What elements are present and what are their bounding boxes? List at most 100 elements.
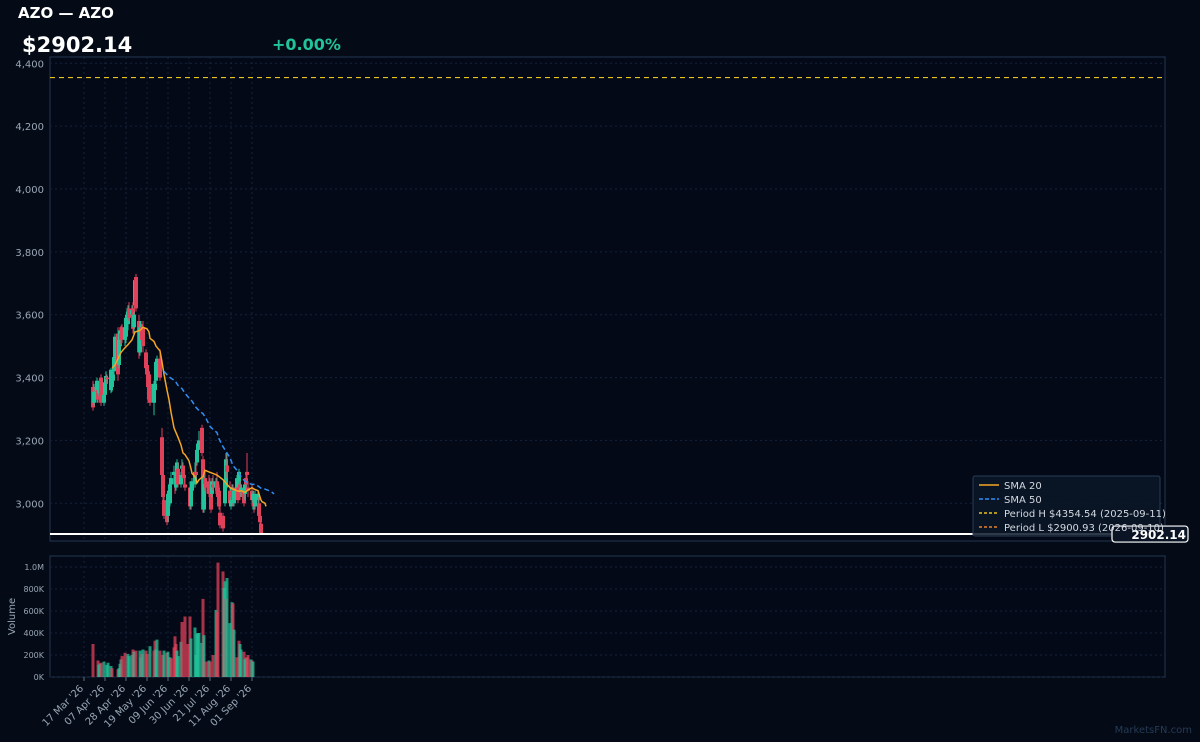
candle-body[interactable]: [99, 377, 103, 403]
candle-body[interactable]: [172, 471, 176, 475]
candle-body[interactable]: [127, 308, 131, 318]
candle-body[interactable]: [204, 484, 208, 488]
candle-body[interactable]: [152, 383, 156, 403]
candle-body[interactable]: [194, 471, 198, 475]
candle-body[interactable]: [246, 487, 250, 491]
candle-body[interactable]: [221, 515, 225, 529]
candle-body[interactable]: [258, 515, 262, 523]
candle-body[interactable]: [154, 361, 158, 381]
candle-body[interactable]: [223, 481, 227, 504]
candle-body[interactable]: [243, 484, 247, 494]
candle-body[interactable]: [176, 468, 180, 485]
candle-body[interactable]: [112, 357, 116, 372]
candle-body[interactable]: [239, 487, 243, 491]
volume-bar[interactable]: [211, 655, 215, 677]
candle-body[interactable]: [134, 277, 138, 309]
candle-body[interactable]: [153, 383, 157, 391]
candle-body[interactable]: [242, 490, 246, 504]
volume-bar[interactable]: [127, 656, 131, 677]
candle-body[interactable]: [182, 475, 186, 479]
volume-bar[interactable]: [193, 627, 197, 678]
volume-bar[interactable]: [148, 646, 152, 677]
candle-body[interactable]: [126, 311, 130, 325]
candle-body[interactable]: [120, 327, 124, 337]
candle-body[interactable]: [225, 465, 229, 472]
candle-body[interactable]: [257, 503, 261, 516]
volume-bar[interactable]: [141, 649, 145, 678]
candle-body[interactable]: [166, 493, 170, 516]
volume-bar[interactable]: [145, 653, 149, 677]
candle-body[interactable]: [160, 437, 164, 475]
candle-body[interactable]: [104, 376, 108, 384]
candle-body[interactable]: [200, 427, 204, 453]
candle-body[interactable]: [215, 481, 219, 491]
candle-body[interactable]: [197, 440, 201, 447]
candle-body[interactable]: [162, 500, 166, 516]
candle-body[interactable]: [228, 490, 232, 504]
volume-bar[interactable]: [197, 633, 201, 677]
candle-body[interactable]: [211, 484, 215, 488]
candle-body[interactable]: [96, 390, 100, 400]
candle-body[interactable]: [217, 490, 221, 507]
volume-bar[interactable]: [225, 578, 229, 677]
volume-bar[interactable]: [102, 661, 106, 677]
volume-bar[interactable]: [132, 651, 136, 677]
candle-body[interactable]: [189, 487, 193, 507]
volume-bar[interactable]: [176, 656, 180, 677]
candle-body[interactable]: [256, 493, 260, 501]
candle-body[interactable]: [161, 475, 165, 497]
volume-bar[interactable]: [246, 655, 250, 677]
volume-bar[interactable]: [162, 650, 166, 677]
volume-bar[interactable]: [158, 650, 162, 677]
candle-body[interactable]: [237, 471, 241, 488]
candle-body[interactable]: [183, 484, 187, 488]
candle-body[interactable]: [92, 391, 96, 403]
candle-body[interactable]: [195, 449, 199, 463]
volume-bar[interactable]: [228, 623, 232, 677]
candle-body[interactable]: [119, 333, 123, 340]
candle-body[interactable]: [117, 339, 121, 365]
volume-bar[interactable]: [251, 661, 255, 677]
candle-body[interactable]: [105, 377, 109, 380]
candle-body[interactable]: [175, 462, 179, 472]
candle-body[interactable]: [111, 374, 115, 381]
volume-bar[interactable]: [232, 629, 236, 677]
candle-body[interactable]: [190, 481, 194, 491]
volume-bar[interactable]: [239, 649, 243, 678]
volume-bar[interactable]: [180, 622, 184, 677]
candle-body[interactable]: [158, 358, 162, 378]
candle-body[interactable]: [224, 459, 228, 488]
candle-body[interactable]: [113, 336, 117, 362]
volume-bar[interactable]: [216, 562, 220, 677]
candle-body[interactable]: [209, 493, 213, 510]
candle-body[interactable]: [245, 471, 249, 475]
candle-body[interactable]: [144, 352, 148, 369]
candle-body[interactable]: [253, 493, 257, 507]
candle-body[interactable]: [168, 484, 172, 504]
candle-body[interactable]: [179, 475, 183, 485]
candle-body[interactable]: [203, 478, 207, 485]
candle-body[interactable]: [218, 512, 222, 526]
candle-body[interactable]: [169, 478, 173, 485]
volume-bar[interactable]: [204, 661, 208, 677]
volume-bar[interactable]: [106, 662, 110, 677]
candle-body[interactable]: [232, 490, 236, 504]
volume-bar[interactable]: [202, 635, 206, 677]
volume-bar[interactable]: [166, 651, 170, 677]
candle-body[interactable]: [148, 383, 152, 403]
candle-body[interactable]: [102, 394, 106, 403]
volume-bar[interactable]: [189, 638, 193, 678]
volume-bar[interactable]: [235, 657, 239, 677]
candle-body[interactable]: [155, 358, 159, 365]
volume-bar[interactable]: [110, 668, 114, 677]
volume-bar[interactable]: [169, 658, 173, 677]
candle-body[interactable]: [124, 317, 128, 337]
candle-body[interactable]: [141, 327, 145, 347]
candle-body[interactable]: [207, 481, 211, 494]
candle-body[interactable]: [145, 365, 149, 375]
candle-body[interactable]: [110, 380, 114, 387]
volume-bar[interactable]: [208, 661, 212, 677]
volume-bar[interactable]: [120, 656, 124, 677]
candle-body[interactable]: [103, 382, 107, 395]
